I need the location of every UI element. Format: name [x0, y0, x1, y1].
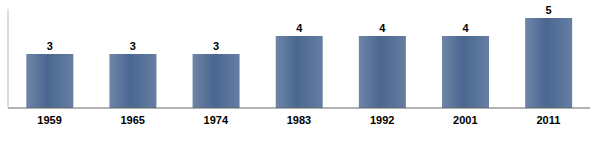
svg-text:2001: 2001	[453, 114, 477, 126]
svg-text:5: 5	[546, 4, 552, 16]
svg-text:1965: 1965	[120, 114, 144, 126]
svg-text:3: 3	[130, 40, 136, 52]
svg-text:3: 3	[47, 40, 53, 52]
svg-text:2011: 2011	[536, 114, 560, 126]
svg-text:3: 3	[213, 40, 219, 52]
svg-text:1974: 1974	[204, 114, 229, 126]
svg-text:4: 4	[379, 22, 386, 34]
svg-text:4: 4	[462, 22, 469, 34]
svg-text:1959: 1959	[37, 114, 61, 126]
svg-text:4: 4	[296, 22, 303, 34]
svg-text:1983: 1983	[287, 114, 311, 126]
svg-text:1992: 1992	[370, 114, 394, 126]
